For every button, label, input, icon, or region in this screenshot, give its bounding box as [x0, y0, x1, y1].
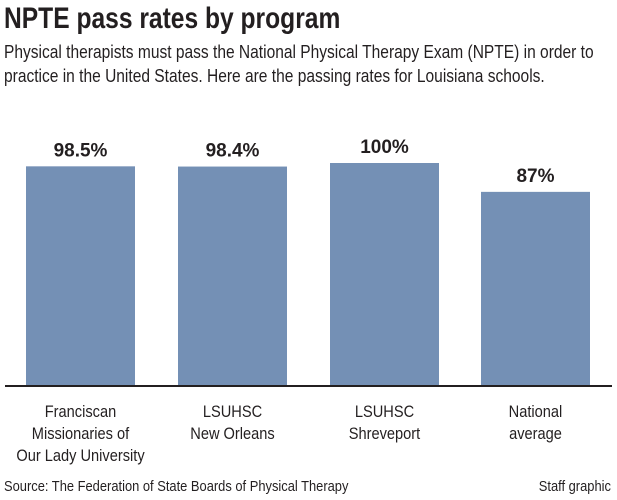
category-label: Franciscan [45, 403, 116, 421]
data-label: 87% [516, 166, 554, 187]
chart-subtitle: Physical therapists must pass the Nation… [4, 41, 594, 86]
source-note: Source: The Federation of State Boards o… [4, 478, 349, 495]
data-label: 100% [360, 137, 409, 158]
category-label: LSUHSC [203, 403, 262, 421]
bar [26, 166, 135, 385]
bar [178, 166, 287, 385]
category-label: Missionaries of [32, 425, 130, 443]
category-label: average [509, 425, 562, 443]
data-label: 98.4% [206, 141, 260, 162]
category-label: LSUHSC [355, 403, 414, 421]
bar [481, 191, 590, 385]
category-label: National [509, 403, 563, 421]
bar [330, 163, 439, 385]
category-label: New Orleans [190, 425, 275, 443]
category-label: Our Lady University [16, 447, 144, 465]
data-label: 98.5% [54, 140, 108, 161]
category-label: Shreveport [349, 425, 421, 443]
chart-title: NPTE pass rates by program [4, 2, 341, 35]
credit-note: Staff graphic [538, 478, 611, 495]
